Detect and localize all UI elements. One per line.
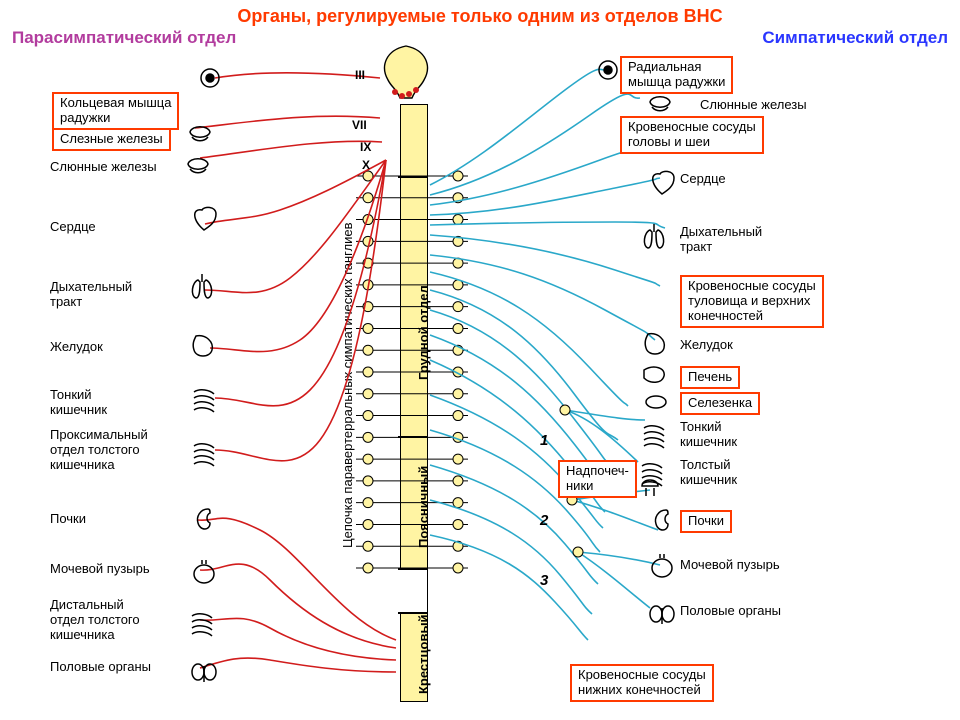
organ-kidney_r-icon <box>648 506 682 536</box>
right-label-12: Почки <box>680 510 732 533</box>
left-label-2: Слюнные железы <box>50 160 157 175</box>
organ-gen_l-icon <box>190 658 224 688</box>
right-label-10: Толстый кишечник <box>680 458 737 488</box>
organ-liver_r-icon <box>640 362 674 392</box>
organ-blad_r-icon <box>648 552 682 582</box>
organ-spleen_r-icon <box>642 390 676 420</box>
right-label-7: Печень <box>680 366 740 389</box>
left-label-1: Слезные железы <box>52 128 171 151</box>
ganglion-num-3: 3 <box>540 572 548 589</box>
left-label-11: Половые органы <box>50 660 151 675</box>
right-label-6: Желудок <box>680 338 733 353</box>
organ-eye_r-icon <box>596 60 630 90</box>
left-label-6: Тонкий кишечник <box>50 388 107 418</box>
organ-saliva_r-icon <box>648 92 682 122</box>
organ-tear_l-icon <box>188 122 222 152</box>
left-label-10: Дистальный отдел толстого кишечника <box>50 598 140 643</box>
organ-eye_l-icon <box>198 68 232 98</box>
left-label-0: Кольцевая мышца радужки <box>52 92 179 130</box>
right-label-9: Тонкий кишечник <box>680 420 737 450</box>
organ-adren_r-icon <box>636 470 670 500</box>
organ-stom_l-icon <box>188 332 222 362</box>
nerve-III: III <box>355 68 365 82</box>
right-label-5: Кровеносные сосуды туловища и верхних ко… <box>680 275 824 328</box>
nerve-IX: IX <box>360 140 371 154</box>
right-label-3: Сердце <box>680 172 726 187</box>
left-label-5: Желудок <box>50 340 103 355</box>
ganglion-num-1: 1 <box>540 432 548 449</box>
organ-kidney_l-icon <box>190 505 224 535</box>
organ-colon2_l-icon <box>188 610 222 640</box>
nerve-VII: VII <box>352 118 367 132</box>
right-label-14: Половые органы <box>680 604 781 619</box>
organ-lung_l-icon <box>188 272 222 302</box>
organ-lung_r-icon <box>640 222 674 252</box>
organ-saliva_l-icon <box>186 154 220 184</box>
organ-small_l-icon <box>190 386 224 416</box>
right-label-15: Кровеносные сосуды нижних конечностей <box>570 664 714 702</box>
organ-heart_l-icon <box>190 204 224 234</box>
right-label-11: Надпочеч- ники <box>558 460 637 498</box>
organ-colon_l-icon <box>190 440 224 470</box>
right-label-4: Дыхательный тракт <box>680 225 762 255</box>
right-label-0: Радиальная мышца радужки <box>620 56 733 94</box>
organ-gen_r-icon <box>648 600 682 630</box>
right-label-8: Селезенка <box>680 392 760 415</box>
left-label-9: Мочевой пузырь <box>50 562 150 577</box>
organ-stom_r-icon <box>640 330 674 360</box>
left-label-7: Проксимальный отдел толстого кишечника <box>50 428 148 473</box>
left-label-3: Сердце <box>50 220 96 235</box>
left-label-8: Почки <box>50 512 86 527</box>
nerve-X: X <box>362 158 370 172</box>
organ-blad_l-icon <box>190 558 224 588</box>
organ-heart_r-icon <box>648 168 682 198</box>
right-label-13: Мочевой пузырь <box>680 558 780 573</box>
left-label-4: Дыхательный тракт <box>50 280 132 310</box>
diagram-canvas: Органы, регулируемые только одним из отд… <box>0 0 960 720</box>
ganglion-num-2: 2 <box>540 512 548 529</box>
right-label-1: Слюнные железы <box>700 98 807 113</box>
right-label-2: Кровеносные сосуды головы и шеи <box>620 116 764 154</box>
organ-small_r-icon <box>640 422 674 452</box>
